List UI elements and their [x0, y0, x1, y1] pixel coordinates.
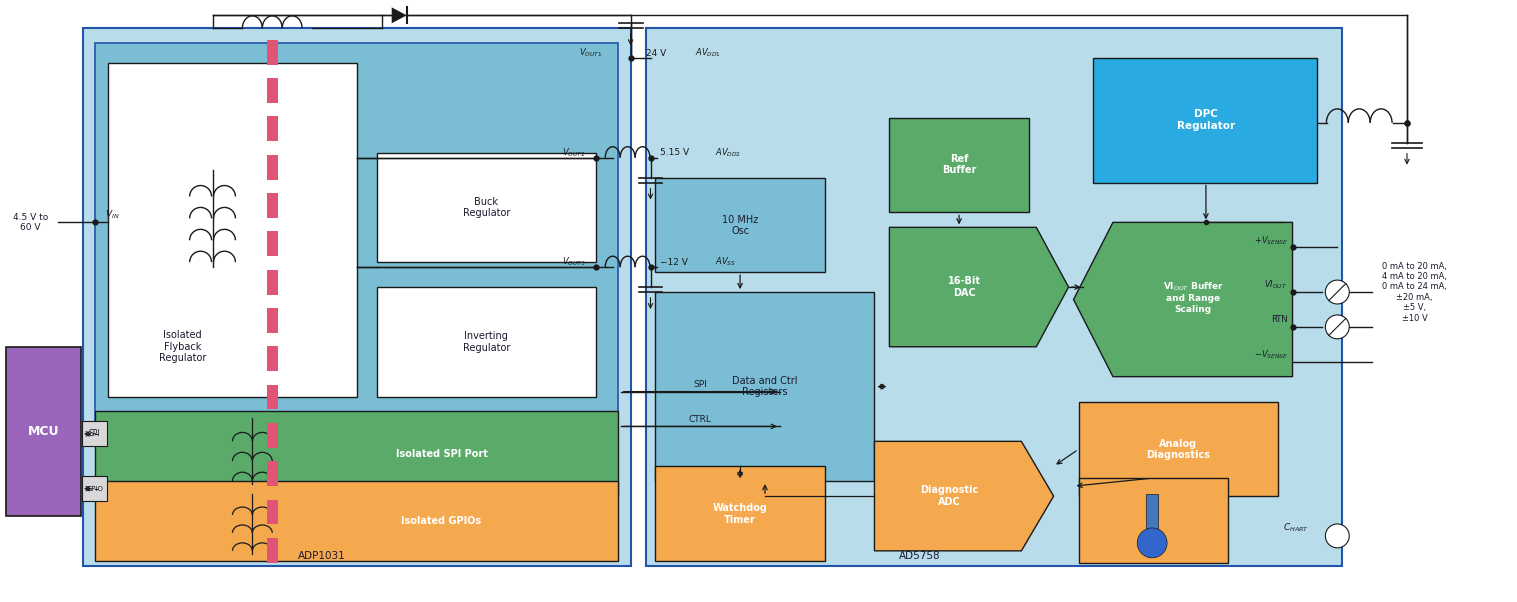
Bar: [267, 231, 278, 256]
Text: Diagnostic
ADC: Diagnostic ADC: [919, 485, 978, 507]
Bar: [267, 538, 278, 563]
Text: MCU: MCU: [27, 425, 59, 438]
Text: AD5758: AD5758: [898, 551, 941, 561]
Text: SPI: SPI: [90, 429, 100, 438]
Bar: [1079, 402, 1277, 496]
Text: Isolated GPIOs: Isolated GPIOs: [402, 516, 481, 526]
Text: 4.5 V to
60 V: 4.5 V to 60 V: [14, 213, 49, 232]
Text: $AV_{DD2}$: $AV_{DD2}$: [715, 146, 742, 159]
Bar: [1079, 478, 1227, 563]
Bar: [267, 116, 278, 141]
Text: 5.15 V: 5.15 V: [660, 148, 690, 157]
Bar: [267, 193, 278, 218]
Circle shape: [1326, 315, 1349, 339]
Bar: [267, 40, 278, 64]
Text: SPI: SPI: [693, 380, 707, 389]
Bar: [267, 270, 278, 294]
Circle shape: [1326, 524, 1349, 548]
Text: $V_{OUT2}$: $V_{OUT2}$: [563, 146, 586, 159]
Text: 10 MHz
Osc: 10 MHz Osc: [722, 214, 758, 236]
Bar: [889, 118, 1029, 213]
Text: Isolated SPI Port: Isolated SPI Port: [396, 449, 487, 459]
Bar: [267, 423, 278, 448]
Text: 24 V: 24 V: [646, 49, 666, 58]
Bar: [1094, 58, 1317, 182]
Text: Ref
Buffer: Ref Buffer: [942, 154, 977, 175]
Text: $-V_{SENSE}$: $-V_{SENSE}$: [1253, 349, 1288, 361]
Bar: [376, 287, 596, 397]
Text: Isolated
Flyback
Regulator: Isolated Flyback Regulator: [159, 330, 206, 364]
Text: $V_{OUT1}$: $V_{OUT1}$: [579, 47, 602, 60]
Text: 0 mA to 20 mA,
4 mA to 20 mA,
0 mA to 24 mA,
±20 mA,
±5 V,
±10 V: 0 mA to 20 mA, 4 mA to 20 mA, 0 mA to 24…: [1382, 261, 1447, 323]
Text: Data and Ctrl
Registers: Data and Ctrl Registers: [733, 376, 798, 397]
Text: Watchdog
Timer: Watchdog Timer: [713, 503, 768, 525]
Bar: [6, 347, 80, 516]
Circle shape: [1326, 280, 1349, 304]
Text: $AV_{SS}$: $AV_{SS}$: [715, 256, 736, 268]
Text: $V_{OUT3}$: $V_{OUT3}$: [563, 256, 586, 268]
Text: $C_{HART}$: $C_{HART}$: [1282, 522, 1309, 534]
Bar: [1147, 494, 1157, 539]
Bar: [267, 500, 278, 524]
Bar: [267, 385, 278, 409]
Text: $VI_{OUT}$: $VI_{OUT}$: [1265, 279, 1288, 291]
Bar: [82, 421, 108, 446]
Bar: [82, 476, 108, 501]
Text: Inverting
Regulator: Inverting Regulator: [463, 331, 510, 353]
Bar: [83, 28, 631, 566]
Bar: [96, 481, 617, 561]
Text: $AV_{DD1}$: $AV_{DD1}$: [695, 47, 722, 60]
Bar: [655, 178, 825, 272]
Text: GPIO: GPIO: [86, 486, 103, 492]
Polygon shape: [1074, 222, 1292, 377]
Text: CTRL: CTRL: [689, 415, 711, 424]
Bar: [96, 412, 617, 496]
Bar: [267, 155, 278, 179]
Text: DPC
Regulator: DPC Regulator: [1177, 109, 1235, 131]
Bar: [376, 153, 596, 262]
Text: −12 V: −12 V: [660, 258, 689, 267]
Bar: [267, 308, 278, 333]
Circle shape: [1138, 528, 1167, 558]
Text: $+V_{SENSE}$: $+V_{SENSE}$: [1253, 234, 1288, 247]
Text: VI$_{OUT}$ Buffer
and Range
Scaling: VI$_{OUT}$ Buffer and Range Scaling: [1162, 281, 1223, 314]
Bar: [267, 78, 278, 103]
Text: Buck
Regulator: Buck Regulator: [463, 197, 510, 219]
Polygon shape: [391, 7, 407, 23]
Text: $V_{IN}$: $V_{IN}$: [105, 208, 120, 221]
Polygon shape: [889, 228, 1068, 347]
Bar: [96, 43, 617, 426]
Bar: [267, 346, 278, 371]
Bar: [267, 461, 278, 486]
Text: ADP1031: ADP1031: [299, 551, 346, 561]
Bar: [655, 466, 825, 561]
Bar: [646, 28, 1343, 566]
Polygon shape: [874, 441, 1054, 551]
Text: Analog
Diagnostics: Analog Diagnostics: [1145, 438, 1211, 460]
Text: 16-Bit
DAC: 16-Bit DAC: [948, 276, 980, 298]
Text: RTN: RTN: [1271, 315, 1288, 324]
Bar: [108, 63, 356, 397]
Bar: [655, 292, 874, 481]
